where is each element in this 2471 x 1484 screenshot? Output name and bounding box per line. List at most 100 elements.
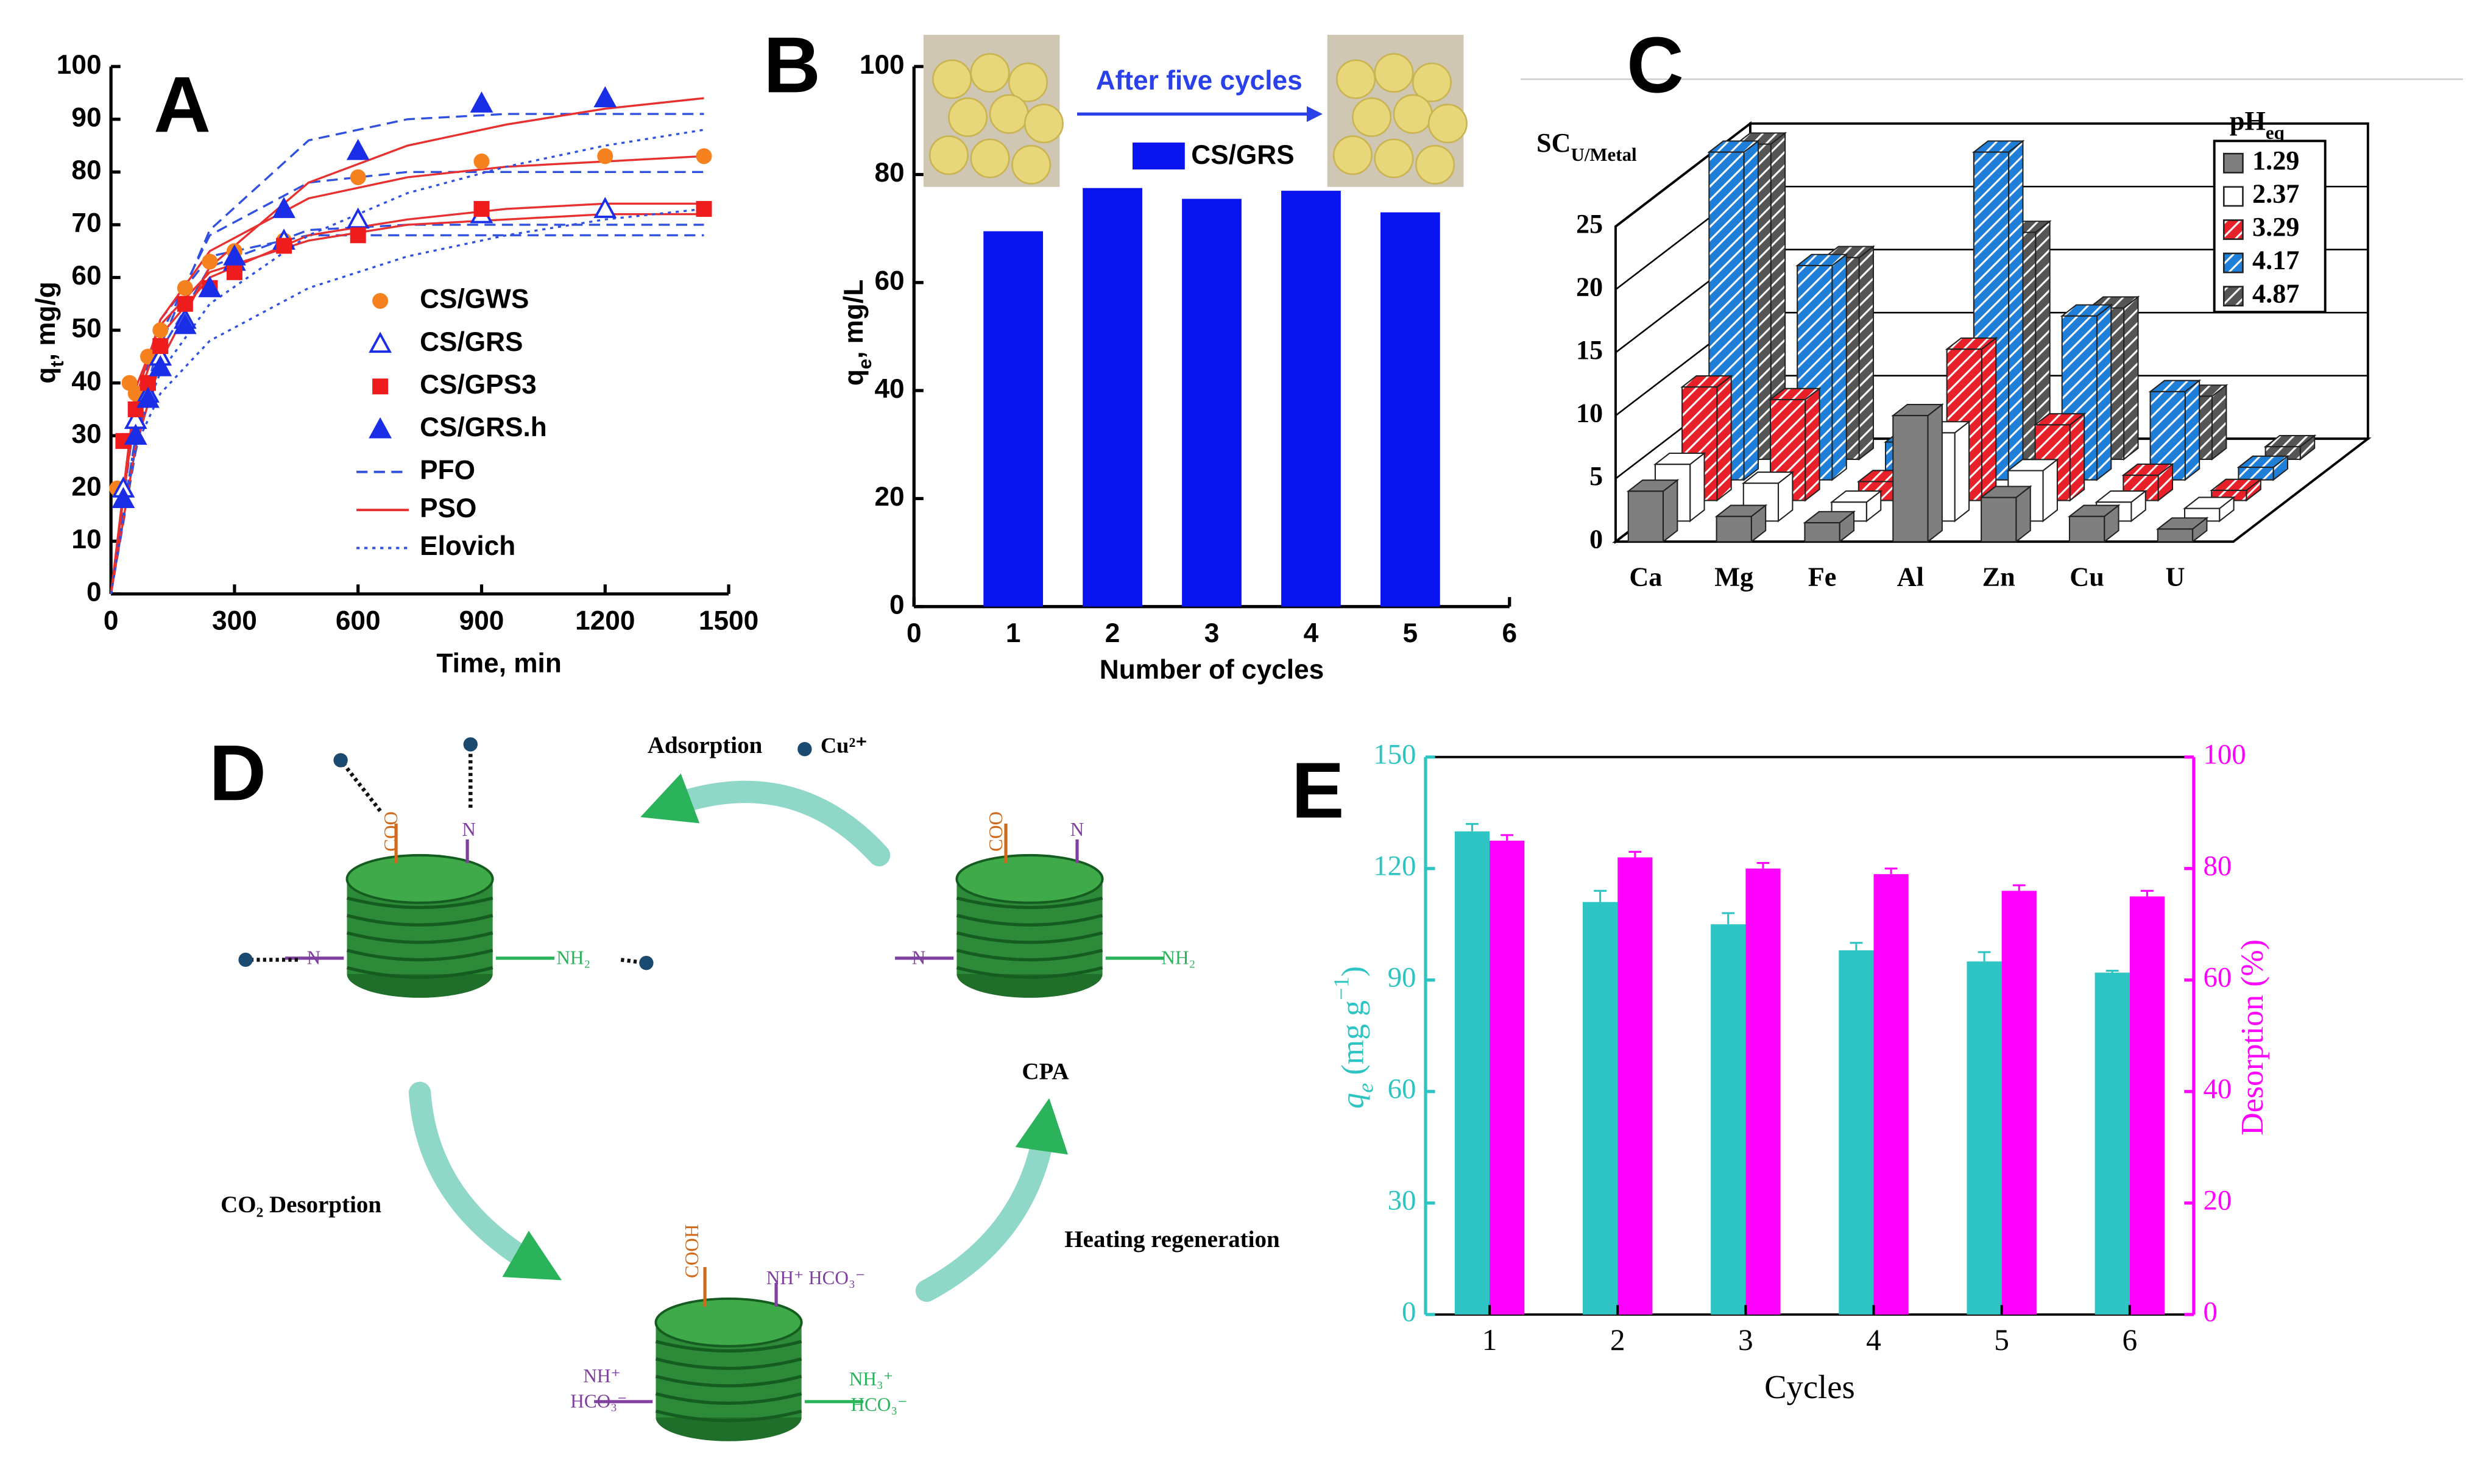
bar	[1083, 188, 1142, 607]
bar-front	[2068, 515, 2105, 543]
y-tick-label: 40	[71, 366, 101, 396]
y-tick-label: 20	[874, 482, 904, 512]
bar-side	[2123, 295, 2139, 461]
bead	[1023, 104, 1064, 144]
bar	[1873, 874, 1909, 1315]
bar	[1714, 504, 1768, 543]
fit-curve	[110, 213, 704, 595]
bar-side	[1927, 403, 1943, 543]
bar-side	[1805, 387, 1820, 502]
point	[177, 295, 193, 312]
bar	[983, 231, 1044, 607]
cylinder-top	[345, 853, 494, 904]
bar-front	[1716, 515, 1752, 543]
point	[136, 386, 160, 408]
y2-tick-label: 100	[2203, 738, 2246, 770]
bar	[1979, 485, 2032, 543]
cylinder-top	[955, 853, 1104, 904]
point	[470, 91, 493, 113]
bead	[948, 97, 988, 137]
y2-tick-label: 20	[2203, 1185, 2232, 1217]
group-label: COO	[380, 811, 401, 852]
panel-label: A	[154, 60, 211, 149]
cylinder-ring	[346, 949, 493, 962]
legend-swatch	[2222, 186, 2244, 207]
z-tick-label: 5	[1589, 461, 1603, 491]
y-tick-label: 30	[1388, 1185, 1416, 1217]
label-part: (mg g	[1336, 1000, 1371, 1083]
label-part: pH	[2230, 106, 2266, 136]
process-arrow	[915, 1098, 1069, 1302]
point	[696, 148, 712, 164]
bar	[1490, 840, 1525, 1315]
y-tick-label: 0	[889, 590, 905, 620]
ion	[639, 955, 654, 970]
y2-tick-label: 60	[2203, 961, 2232, 993]
legend-swatch	[2222, 152, 2244, 174]
y2-axis-label: Desorption (%)	[2235, 939, 2270, 1136]
group-label: NH₃⁺	[849, 1368, 893, 1390]
y-tick-label: 100	[860, 50, 905, 80]
y-tick-label: 40	[874, 374, 904, 404]
legend-label: CS/GRS	[1191, 140, 1294, 170]
bar-side	[1743, 140, 1759, 481]
bar	[1626, 479, 1680, 543]
annotation: After five cycles	[1096, 66, 1303, 96]
group-label: COO	[985, 811, 1006, 852]
bead	[970, 53, 1010, 93]
coordination	[339, 758, 382, 813]
y-axis-label: qe, mg/L	[839, 280, 875, 386]
x-axis-label: Cycles	[1764, 1368, 1855, 1405]
bar	[1380, 212, 1440, 607]
point	[593, 86, 617, 108]
legend-label: CS/GWS	[420, 284, 529, 314]
y-tick-label: 90	[71, 102, 101, 132]
bar	[1745, 868, 1781, 1315]
y-axis-label: qt, mg/g	[31, 281, 68, 383]
x-tick-label: 4	[1866, 1323, 1881, 1357]
label-part: e	[1354, 1083, 1378, 1093]
bar	[1454, 831, 1490, 1315]
x-tick-label: U	[2165, 562, 2185, 592]
cylinder-ring	[346, 966, 493, 979]
process-arrow	[640, 773, 891, 867]
point	[272, 197, 295, 218]
bar-side	[1954, 420, 1970, 523]
bead	[1374, 138, 1414, 178]
y-tick-label: 90	[1388, 961, 1416, 993]
legend-label: CS/GPS3	[420, 370, 537, 400]
x-tick-label: 4	[1304, 618, 1319, 648]
x-tick-label: 5	[1994, 1323, 2009, 1357]
z-tick-label: 10	[1576, 398, 1603, 428]
bead	[1008, 62, 1048, 102]
bar-front	[2123, 475, 2159, 501]
point	[346, 139, 370, 160]
point	[111, 487, 135, 509]
x-tick-label: Cu	[2070, 562, 2104, 592]
cylinder-ring	[655, 1392, 802, 1405]
bead	[1415, 144, 1455, 185]
x-tick-label: Mg	[1714, 562, 1753, 592]
group-label: N	[462, 819, 476, 840]
x-tick-label: 3	[1738, 1323, 1753, 1357]
bar	[1617, 857, 1653, 1315]
y-tick-label: 120	[1373, 850, 1416, 882]
error-bar	[1978, 951, 1991, 962]
bead	[1336, 59, 1376, 99]
y-tick-label: 0	[87, 578, 102, 607]
legend-label: CS/GRS	[420, 327, 523, 357]
error-bar	[1466, 822, 1479, 832]
bar-side	[2008, 140, 2024, 481]
x-axis-label: Time, min	[436, 649, 561, 679]
legend-label: 2.37	[2252, 179, 2299, 209]
legend-label: 1.29	[2252, 146, 2299, 175]
x-tick-label: 0	[104, 606, 119, 635]
label-part: q	[839, 369, 869, 386]
bar-front	[1981, 496, 2017, 543]
label-part: SC	[1536, 128, 1571, 158]
error-bar	[1884, 867, 1898, 874]
x-tick-label: 0	[907, 618, 922, 648]
bar	[1803, 510, 1856, 543]
point	[346, 207, 370, 229]
label: Adsorption	[648, 732, 763, 758]
